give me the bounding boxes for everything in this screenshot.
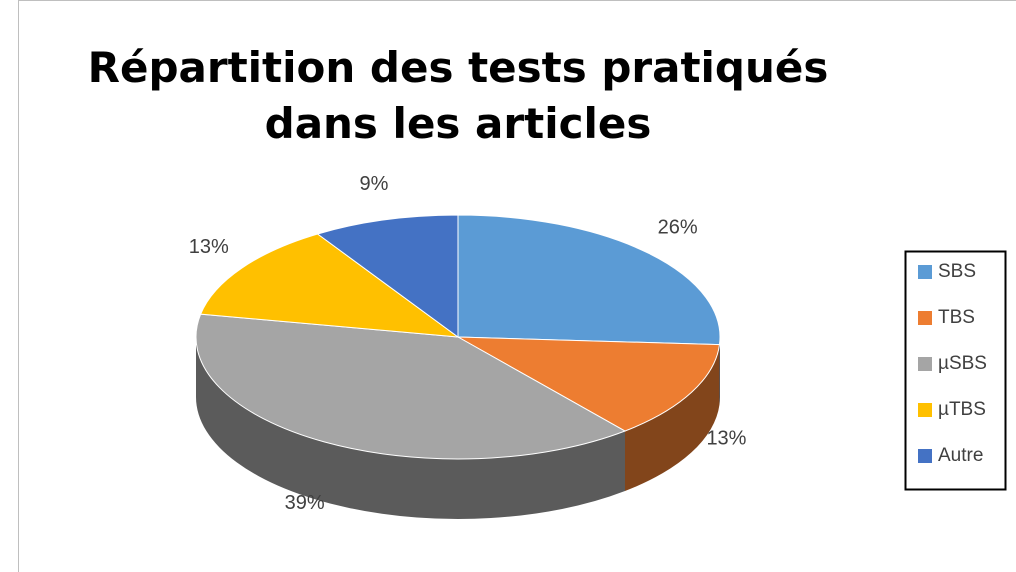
slice (199, 233, 460, 338)
data-label: 9% (359, 173, 388, 195)
legend-label: µTBS (938, 399, 986, 420)
data-label: 13% (706, 427, 746, 449)
legend-label: Autre (938, 445, 983, 466)
slice-side (196, 337, 626, 519)
slice (457, 214, 721, 346)
legend-swatch (918, 357, 932, 371)
chart-title: Répartition des tests pratiqués dans les… (87, 43, 829, 148)
legend-swatch (918, 449, 932, 463)
legend-label: µSBS (938, 353, 987, 374)
data-label: 13% (189, 236, 229, 258)
legend-swatch (918, 265, 932, 279)
slice-side (625, 344, 720, 492)
slice (195, 313, 627, 460)
slice-side (719, 337, 720, 405)
slice (457, 336, 721, 432)
legend-label: SBS (938, 261, 976, 282)
data-label: 26% (658, 217, 698, 239)
legend-swatch (918, 403, 932, 417)
data-label: 39% (285, 492, 325, 514)
legend-swatch (918, 311, 932, 325)
legend-label: TBS (938, 307, 975, 328)
slice (316, 214, 459, 338)
